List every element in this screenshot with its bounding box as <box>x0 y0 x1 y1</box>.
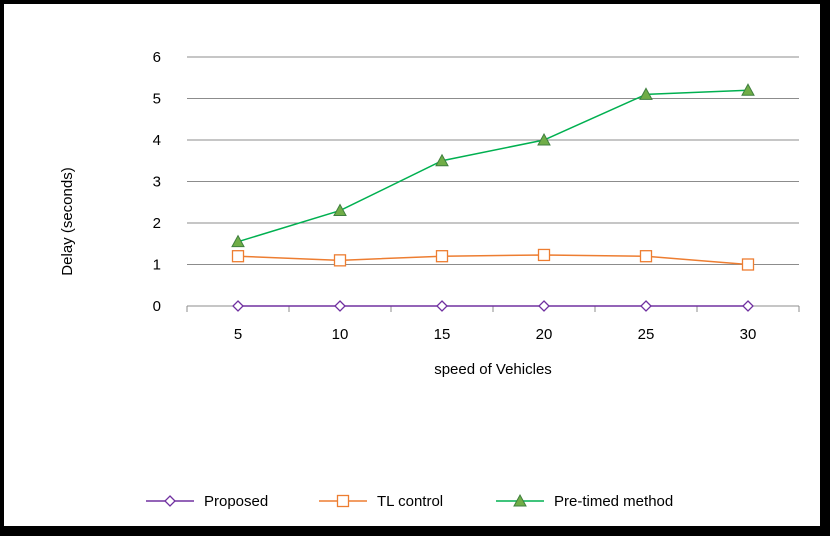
y-tick-label: 1 <box>153 257 161 274</box>
x-tick-label: 25 <box>638 326 655 343</box>
series-group <box>231 83 755 312</box>
data-point-square <box>435 250 449 263</box>
legend: Proposed TL control Pre-timed method <box>146 493 673 510</box>
x-tick-label: 30 <box>740 326 757 343</box>
tick-labels: 0 1 2 3 4 5 6 5 10 15 20 25 30 <box>153 49 757 343</box>
data-point-diamond <box>232 300 244 312</box>
y-tick-label: 5 <box>153 91 161 108</box>
x-tick-label: 5 <box>234 326 242 343</box>
y-tick-label: 6 <box>153 49 161 66</box>
x-tick-label: 20 <box>536 326 553 343</box>
data-point-diamond <box>640 300 652 312</box>
y-axis-title: Delay (seconds) <box>59 167 76 275</box>
x-axis-title: speed of Vehicles <box>434 361 552 378</box>
legend-label: Pre-timed method <box>554 493 673 510</box>
data-point-diamond <box>436 300 448 312</box>
data-point-triangle <box>231 234 245 248</box>
legend-label: TL control <box>377 493 443 510</box>
x-tick-label: 15 <box>434 326 451 343</box>
data-point-triangle <box>435 153 449 167</box>
y-tick-label: 2 <box>153 215 161 232</box>
data-point-triangle <box>741 83 755 96</box>
legend-item: Pre-timed method <box>496 493 673 510</box>
legend-item: Proposed <box>146 493 268 510</box>
data-point-diamond <box>742 300 754 312</box>
legend-item: TL control <box>319 493 443 510</box>
data-point-diamond <box>164 495 176 507</box>
x-tick-label: 10 <box>332 326 349 343</box>
series-pre-timed-method <box>231 83 755 248</box>
data-point-diamond <box>538 300 550 312</box>
y-tick-label: 3 <box>153 174 161 191</box>
series-proposed <box>232 300 754 312</box>
data-point-diamond <box>334 300 346 312</box>
series-line <box>237 254 749 266</box>
data-point-square <box>741 258 755 271</box>
data-point-square <box>639 250 653 263</box>
data-point-triangle <box>513 493 527 507</box>
series-tl-control <box>231 248 755 271</box>
y-tick-label: 0 <box>153 298 161 315</box>
data-point-triangle <box>333 203 347 217</box>
legend-label: Proposed <box>204 493 268 510</box>
y-tick-label: 4 <box>153 132 161 149</box>
axes <box>186 305 800 312</box>
data-point-square <box>537 248 551 262</box>
data-point-triangle <box>537 132 551 146</box>
data-point-triangle <box>639 87 653 100</box>
data-point-square <box>336 494 350 508</box>
gridlines <box>187 56 799 265</box>
data-point-square <box>333 254 347 267</box>
data-point-square <box>231 250 245 263</box>
series-line <box>237 89 749 243</box>
